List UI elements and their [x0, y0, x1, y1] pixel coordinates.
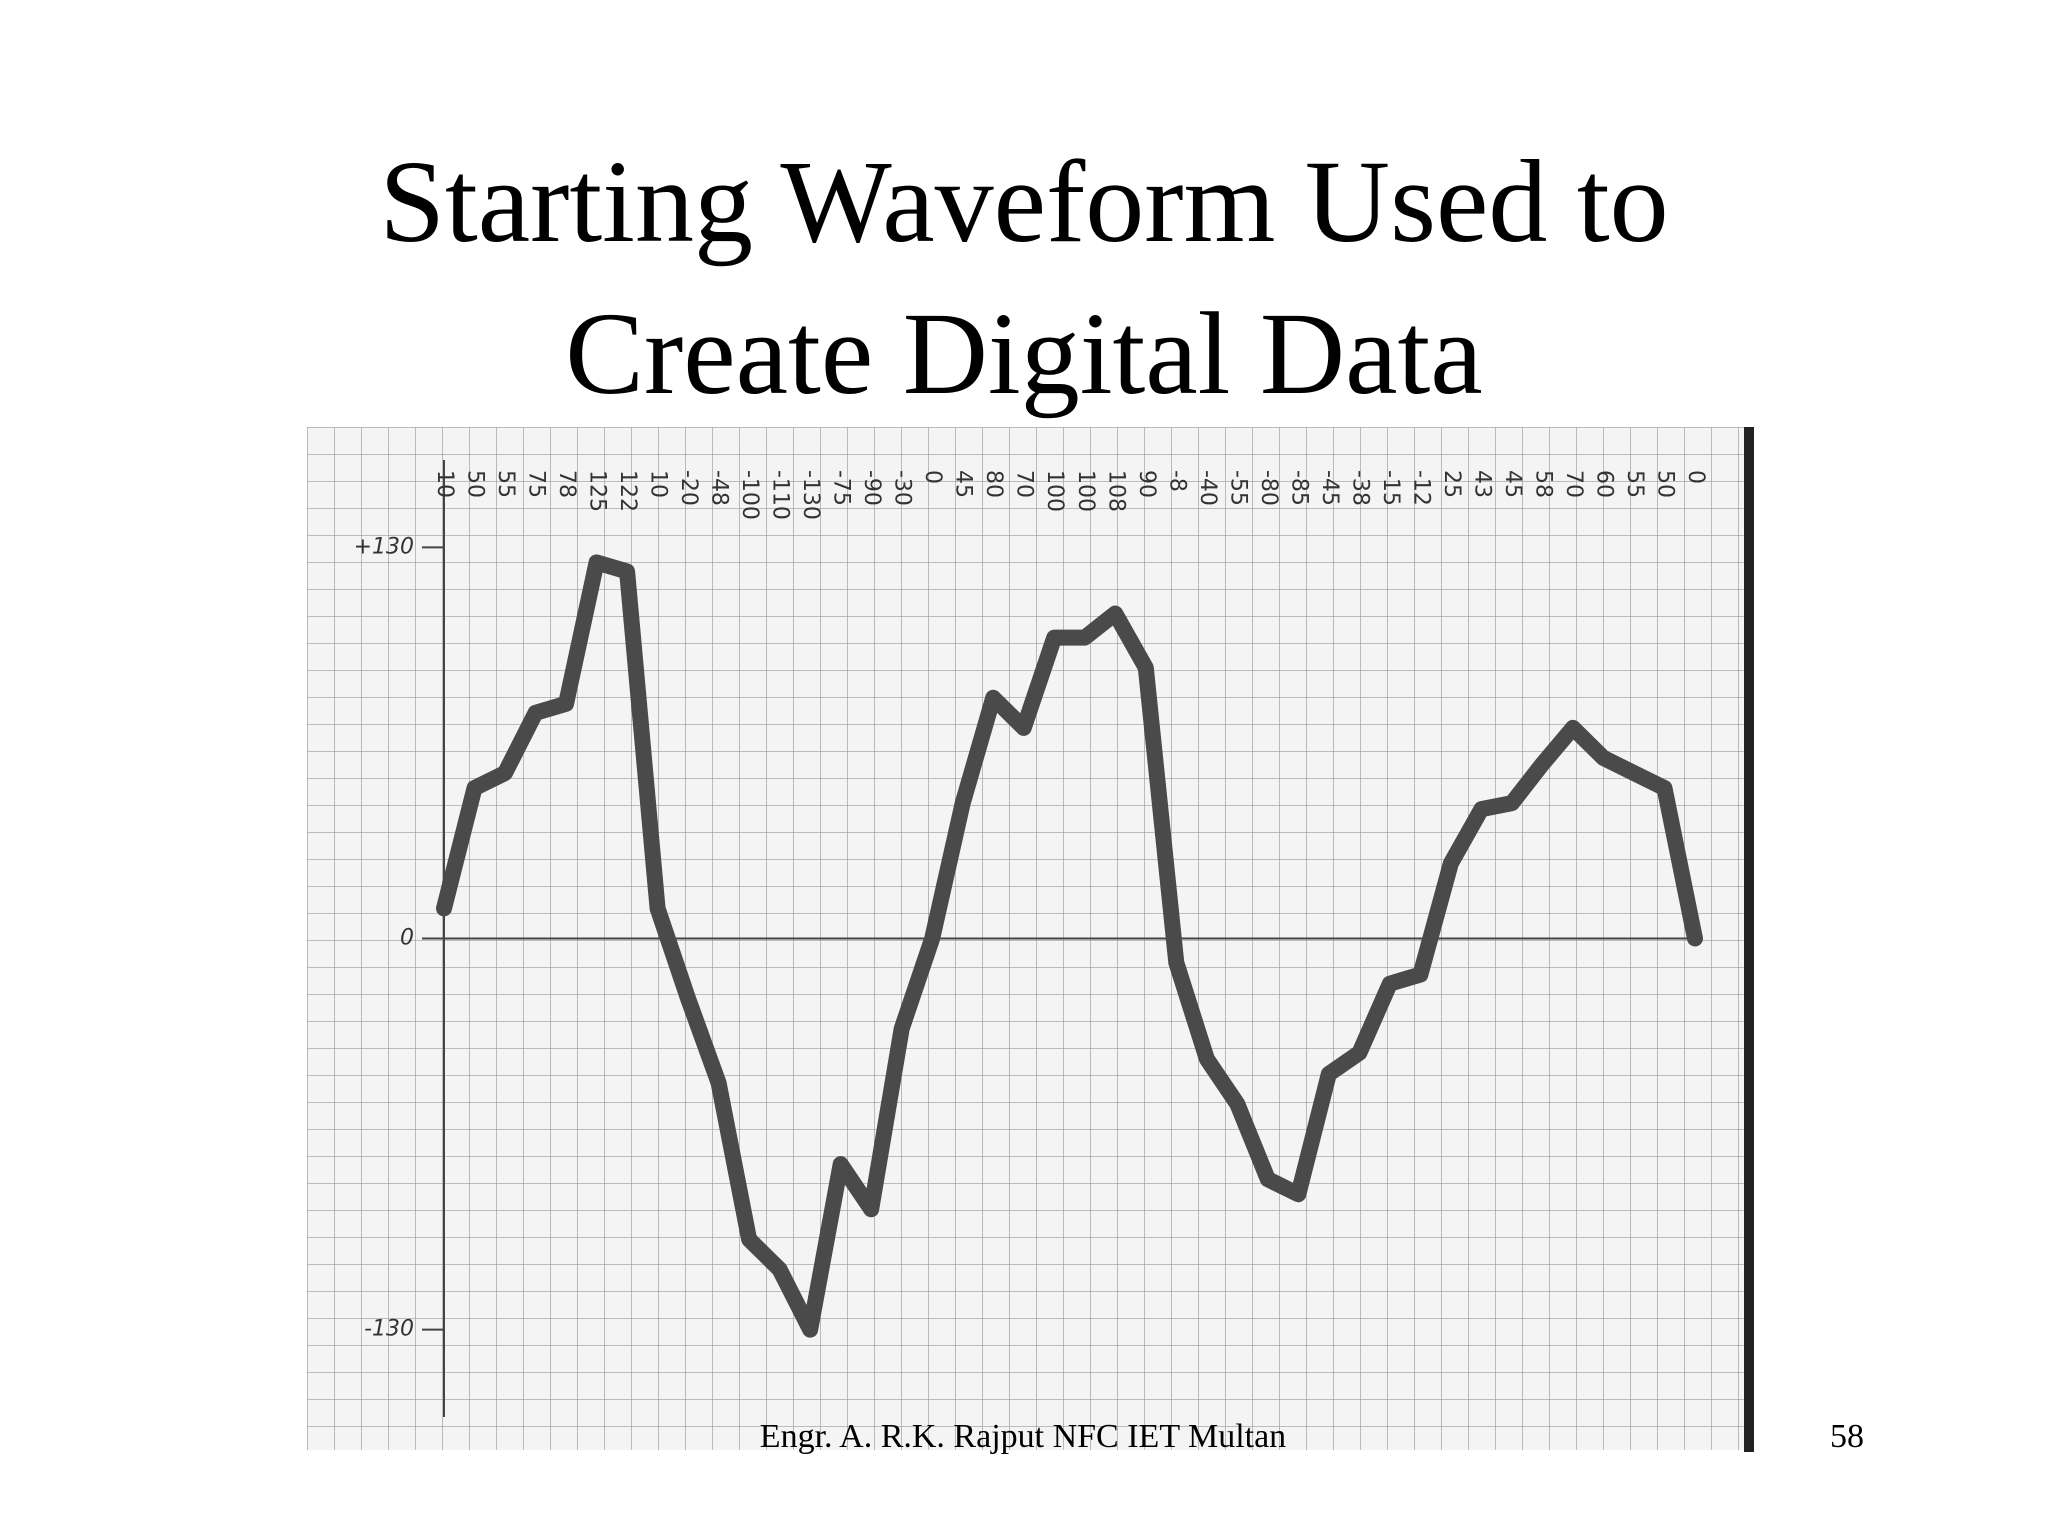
sample-label: -55: [1225, 470, 1250, 506]
sample-label: 108: [1103, 470, 1128, 512]
sample-label: 55: [1622, 470, 1647, 498]
sample-label: 0: [920, 470, 945, 484]
sample-label: -15: [1378, 470, 1403, 506]
sample-label: -12: [1408, 470, 1433, 506]
sample-label: -80: [1256, 470, 1281, 506]
sample-label: 70: [1561, 470, 1586, 498]
sample-label: 125: [585, 470, 610, 512]
sample-label: 75: [524, 470, 549, 498]
sample-label: -48: [707, 470, 732, 506]
sample-label: -100: [737, 470, 762, 520]
sample-label: 45: [951, 470, 976, 498]
sample-label: 50: [1652, 470, 1677, 498]
sample-label: 43: [1469, 470, 1494, 498]
page-number: 58: [1830, 1418, 1864, 1455]
sample-label: 122: [615, 470, 640, 512]
sample-label: 78: [554, 470, 579, 498]
y-tick-label: +130: [354, 534, 414, 559]
sample-label: 55: [493, 470, 518, 498]
sample-label: -130: [798, 470, 823, 520]
sample-label: 58: [1530, 470, 1555, 498]
footer: Engr. A. R.K. Rajput NFC IET Multan: [759, 1418, 1287, 1455]
sample-label: 60: [1591, 470, 1616, 498]
sample-label: 0: [1683, 470, 1708, 484]
sample-label: -75: [829, 470, 854, 506]
sample-label: 100: [1042, 470, 1067, 512]
sample-label: -45: [1317, 470, 1342, 506]
paper-edge: [1744, 427, 1754, 1452]
sample-label: 25: [1439, 470, 1464, 498]
sample-label: -85: [1286, 470, 1311, 506]
sample-label: 10: [646, 470, 671, 498]
sample-label: 100: [1073, 470, 1098, 512]
sample-label: -30: [890, 470, 915, 506]
sample-label: -38: [1347, 470, 1372, 506]
sample-label: 50: [463, 470, 488, 498]
slide-title: Starting Waveform Used to Create Digital…: [379, 136, 1669, 419]
sample-label: 90: [1134, 470, 1159, 498]
sample-label: -90: [859, 470, 884, 506]
sample-label: 70: [1012, 470, 1037, 498]
sample-label: -40: [1195, 470, 1220, 506]
sample-label: 80: [981, 470, 1006, 498]
waveform: [436, 554, 1703, 1338]
y-tick-label: -130: [364, 1317, 414, 1342]
sample-label: 45: [1500, 470, 1525, 498]
sample-label: -20: [676, 470, 701, 506]
y-tick-label: 0: [400, 926, 414, 951]
sample-label: -8: [1164, 470, 1189, 492]
sample-label: -110: [768, 470, 793, 520]
sample-label: 10: [432, 470, 457, 498]
